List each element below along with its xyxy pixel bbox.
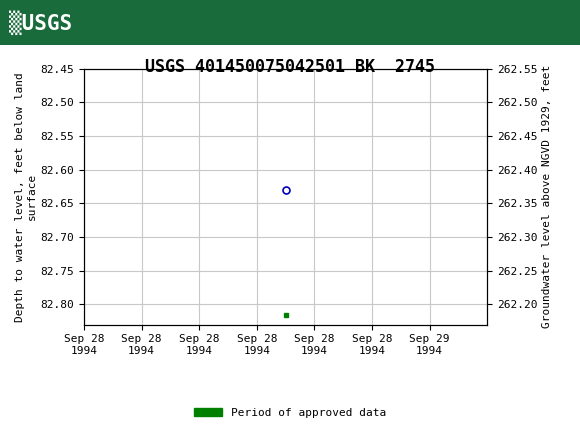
Text: ▒USGS: ▒USGS — [9, 10, 72, 35]
Y-axis label: Depth to water level, feet below land
surface: Depth to water level, feet below land su… — [15, 72, 37, 322]
Text: USGS 401450075042501 BK  2745: USGS 401450075042501 BK 2745 — [145, 58, 435, 76]
Legend: Period of approved data: Period of approved data — [190, 403, 390, 422]
Y-axis label: Groundwater level above NGVD 1929, feet: Groundwater level above NGVD 1929, feet — [542, 65, 552, 329]
